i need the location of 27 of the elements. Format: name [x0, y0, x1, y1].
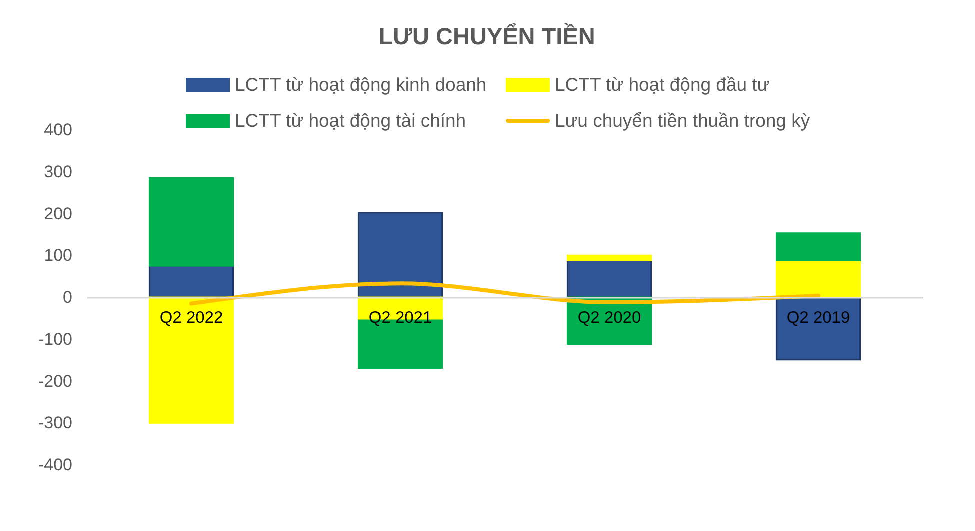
bar [358, 212, 444, 298]
x-tick-label: Q2 2022 [160, 309, 224, 327]
chart-title: LƯU CHUYỂN TIỀN [378, 22, 596, 50]
y-tick-label: 200 [44, 204, 72, 224]
x-tick-label: Q2 2019 [786, 309, 850, 327]
y-tick-label: 400 [44, 120, 72, 140]
y-tick-label: -400 [38, 456, 72, 474]
y-tick-label: -100 [38, 330, 72, 349]
legend-label: LCTT từ hoạt động tài chính [235, 110, 466, 131]
legend-label: LCTT từ hoạt động đầu tư [555, 74, 770, 95]
bar [148, 177, 234, 267]
line-series [190, 282, 820, 306]
x-tick-label: Q2 2020 [578, 309, 642, 327]
bar [776, 232, 862, 262]
legend-label: Lưu chuyển tiền thuần trong kỳ [555, 110, 811, 131]
y-tick-label: 100 [44, 246, 72, 266]
y-tick-label: 300 [44, 162, 72, 182]
bar [148, 296, 234, 424]
bar [776, 296, 862, 361]
legend-label: LCTT từ hoạt động kinh doanh [235, 74, 487, 95]
bar [776, 260, 862, 298]
y-tick-label: -300 [38, 414, 72, 433]
bar [566, 254, 652, 262]
y-tick-label: 0 [63, 288, 72, 307]
bar [148, 265, 234, 298]
bar [566, 260, 652, 298]
y-tick-label: -200 [38, 372, 72, 391]
